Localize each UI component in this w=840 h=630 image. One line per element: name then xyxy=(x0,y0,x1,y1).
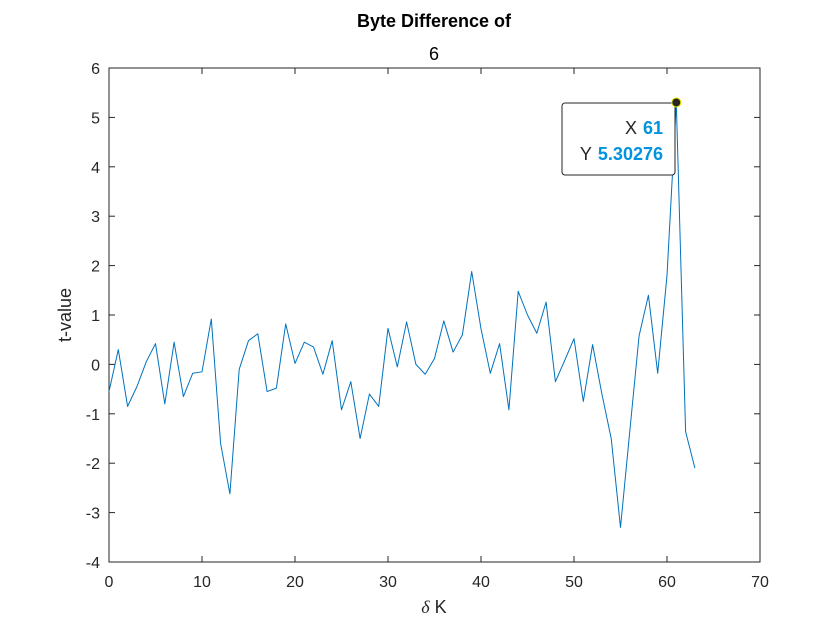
y-tick-label: -2 xyxy=(86,456,100,473)
x-tick-label: 20 xyxy=(286,574,304,591)
datatip-y-row: Y 5.30276 xyxy=(580,144,663,164)
y-tick-label: 3 xyxy=(91,209,100,226)
y-tick-label: 5 xyxy=(91,110,100,127)
x-tick-label: 70 xyxy=(751,574,769,591)
series-line xyxy=(108,101,696,528)
y-tick-label: 0 xyxy=(91,357,100,374)
y-tick-label: -1 xyxy=(86,407,100,424)
datatip[interactable]: X 61 Y 5.30276 xyxy=(561,102,676,176)
y-tick-label: -4 xyxy=(86,555,100,572)
x-tick-label: 10 xyxy=(193,574,211,591)
y-tick-label: 4 xyxy=(91,160,100,177)
datatip-marker[interactable] xyxy=(671,97,682,108)
chart-subtitle: 6 xyxy=(429,44,439,64)
datatip-x-key: X xyxy=(625,118,637,138)
y-axis-label: t-value xyxy=(55,288,75,342)
y-tick-label: -3 xyxy=(86,506,100,523)
x-axis: 0 10 20 30 40 50 60 70 xyxy=(105,68,769,591)
x-axis-label-text: K xyxy=(430,597,447,617)
datatip-x-value: 61 xyxy=(643,118,663,138)
y-tick-label: 6 xyxy=(91,61,100,78)
datatip-y-value: 5.30276 xyxy=(598,144,663,164)
datatip-box xyxy=(561,102,676,176)
y-tick-label: 2 xyxy=(91,259,100,276)
y-axis: -4 -3 -2 -1 0 1 2 3 4 5 6 xyxy=(86,61,760,572)
x-axis-label: δ K xyxy=(421,597,446,617)
y-tick-label: 1 xyxy=(91,308,100,325)
datatip-x-row: X 61 xyxy=(625,118,663,138)
x-tick-label: 0 xyxy=(105,574,114,591)
x-tick-label: 40 xyxy=(472,574,490,591)
chart-title: Byte Difference of xyxy=(357,11,512,31)
x-tick-label: 50 xyxy=(565,574,583,591)
x-axis-label-symbol: δ xyxy=(421,597,430,617)
x-tick-label: 30 xyxy=(379,574,397,591)
x-tick-label: 60 xyxy=(658,574,676,591)
datatip-y-key: Y xyxy=(580,144,592,164)
